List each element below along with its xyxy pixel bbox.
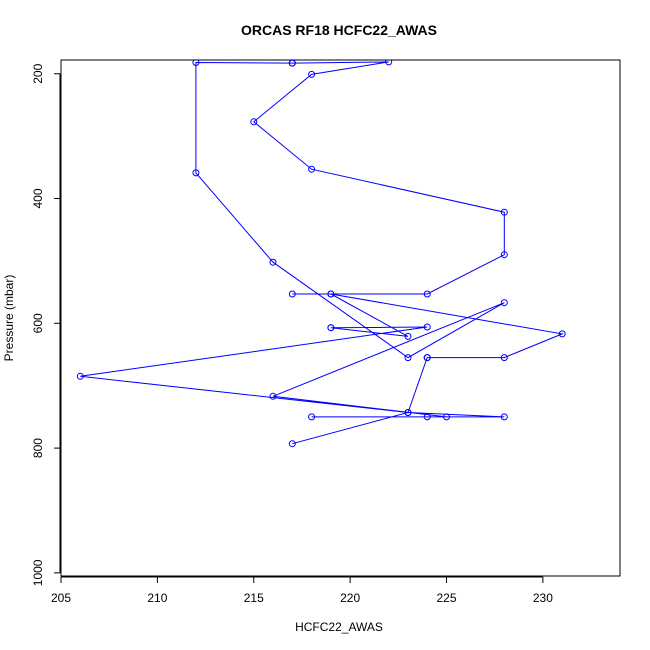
series-line [80,61,565,445]
x-tick-label: 210 [147,591,167,605]
data-point [192,60,200,66]
data-point [500,251,508,259]
x-tick-label: 230 [533,591,553,605]
data-point [288,440,296,448]
x-tick-label: 225 [437,591,457,605]
data-point [269,258,277,266]
plot-area-frame [60,59,621,577]
y-tick-label: 1000 [31,559,45,586]
data-point [288,290,296,298]
data-point [404,409,412,416]
data-point [269,392,277,400]
data-point [423,290,431,298]
x-tick-label: 215 [244,591,264,605]
y-axis: 200 400 600 800 1000 [31,63,61,586]
data-point [308,413,316,421]
data-point [288,60,296,67]
data-point [250,118,258,126]
data-point [308,70,316,78]
y-tick-label: 800 [31,438,45,458]
x-axis: 205 210 215 220 225 230 [51,576,553,605]
data-point [404,354,412,362]
data-point [443,413,450,421]
data-point [500,208,508,216]
data-point [423,354,431,362]
y-tick-label: 200 [31,63,45,83]
data-point [385,60,393,66]
data-point [423,413,431,421]
x-tick-label: 220 [340,591,360,605]
data-point [500,413,508,421]
x-tick-label: 205 [51,591,71,605]
data-point [308,165,316,173]
data-point [423,323,431,331]
data-point [558,330,566,338]
y-axis-label: Pressure (mbar) [2,275,16,362]
series-layer [76,60,566,448]
data-point [76,372,84,380]
y-tick-label: 400 [31,188,45,208]
data-point [327,324,335,332]
y-tick-label: 600 [31,313,45,333]
data-point [404,332,412,340]
data-point [327,290,335,298]
chart-title: ORCAS RF18 HCFC22_AWAS [241,22,437,38]
data-point [192,169,200,177]
data-point [500,299,508,307]
data-point [500,354,508,362]
x-axis-label: HCFC22_AWAS [295,620,383,634]
